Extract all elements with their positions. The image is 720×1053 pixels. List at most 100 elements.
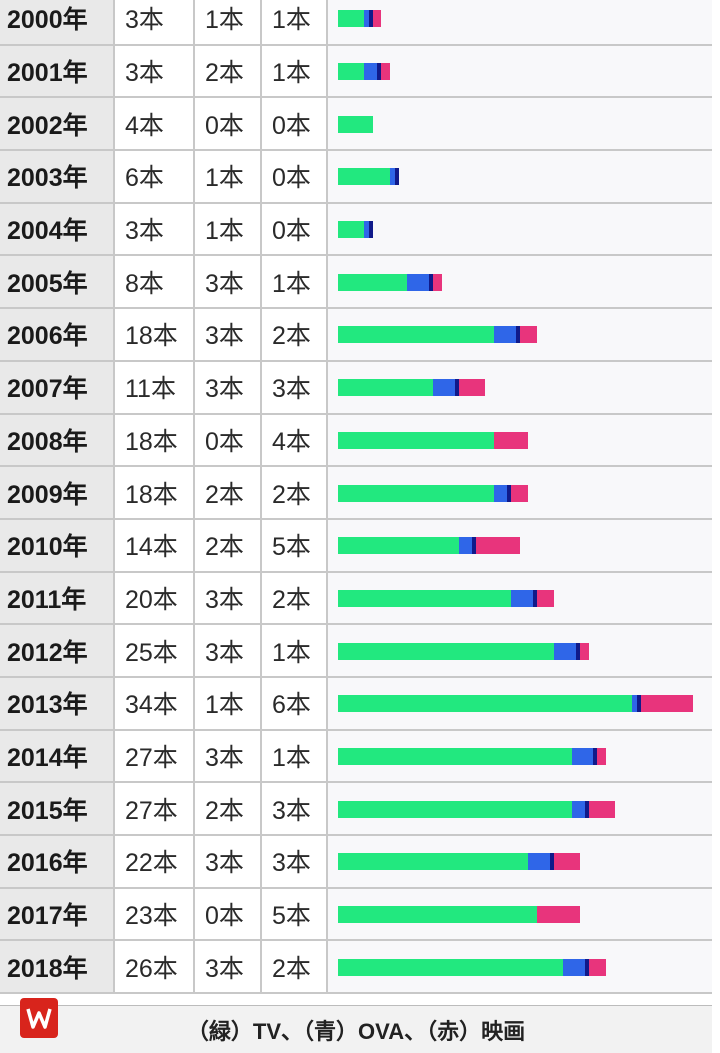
tv-count-cell: 6本 [115,151,195,202]
tv-count-cell: 26本 [115,941,195,993]
bar-segment-ova [363,63,378,81]
year-cell: 2012年 [0,625,115,676]
year-cell: 2003年 [0,151,115,202]
bar-segment-tv [338,906,537,924]
ova-count-cell: 2本 [195,783,262,834]
bar-cell [328,361,712,413]
bar-cell [328,414,712,466]
ova-count-cell: 2本 [195,467,262,518]
year-cell: 2018年 [0,941,115,993]
bar-segment-divider [368,10,373,28]
tv-count-cell: 11本 [115,361,195,413]
bar-segment-tv [338,10,364,28]
tv-count-cell: 25本 [115,625,195,676]
stacked-bar [338,642,589,660]
ova-count-cell: 1本 [195,203,262,255]
year-cell: 2000年 [0,0,115,44]
bar-segment-tv [338,642,555,660]
table-row: 2016年 22本 3本 3本 [0,836,712,889]
tv-count-cell: 18本 [115,414,195,466]
bar-segment-tv [338,431,494,449]
bar-cell [328,0,712,44]
bar-segment-movie [519,326,537,344]
table-row: 2012年 25本 3本 1本 [0,625,712,678]
stacked-bar [338,326,537,344]
bar-segment-divider [472,537,477,555]
movie-count-cell: 1本 [262,256,328,308]
movie-count-cell: 2本 [262,572,328,624]
tv-count-cell: 20本 [115,572,195,624]
year-cell: 2017年 [0,888,115,940]
movie-count-cell: 0本 [262,151,328,202]
bar-cell [328,467,712,518]
stacked-bar [338,958,607,976]
bar-segment-ova [632,695,637,713]
stacked-bar [338,379,486,397]
table-row: 2008年 18本 0本 4本 [0,414,712,468]
movie-count-cell: 2本 [262,309,328,360]
bar-segment-ova [511,589,533,607]
watermark-logo [20,998,58,1038]
movie-count-cell: 4本 [262,414,328,466]
stacked-bar [338,800,615,818]
stacked-bar [338,484,529,502]
bar-segment-tv [338,326,494,344]
stacked-bar [338,589,555,607]
bar-segment-divider [584,958,589,976]
stacked-bar [338,906,581,924]
table-row: 2001年 3本 2本 1本 [0,45,712,99]
bar-segment-tv [338,63,364,81]
ova-count-cell: 3本 [195,836,262,887]
bar-segment-movie [433,273,442,291]
tv-count-cell: 23本 [115,888,195,940]
bar-segment-divider [455,379,460,397]
bar-segment-divider [532,589,537,607]
bar-segment-tv [338,589,511,607]
bar-segment-tv [338,221,364,239]
bar-segment-divider [515,326,520,344]
bar-segment-movie [597,747,607,765]
stacked-bar [338,695,693,713]
tv-count-cell: 3本 [115,0,195,44]
ova-count-cell: 3本 [195,572,262,624]
movie-count-cell: 0本 [262,98,328,150]
table-row: 2006年 18本 3本 2本 [0,309,712,362]
year-cell: 2016年 [0,836,115,887]
bar-cell [328,730,712,782]
bar-segment-ova [493,484,507,502]
movie-count-cell: 3本 [262,783,328,834]
bar-segment-ova [433,379,456,397]
bar-cell [328,625,712,676]
tv-count-cell: 3本 [115,203,195,255]
table-row: 2014年 27本 3本 1本 [0,730,712,784]
year-cell: 2007年 [0,361,115,413]
bar-segment-divider [506,484,511,502]
year-cell: 2005年 [0,256,115,308]
movie-count-cell: 2本 [262,941,328,993]
bar-segment-tv [338,484,494,502]
movie-count-cell: 5本 [262,519,328,571]
bar-segment-ova [363,221,369,239]
year-cell: 2011年 [0,572,115,624]
bar-segment-movie [381,63,390,81]
bar-segment-movie [372,10,382,28]
bar-segment-ova [528,853,551,871]
table-row: 2003年 6本 1本 0本 [0,151,712,204]
ova-count-cell: 3本 [195,256,262,308]
movie-count-cell: 3本 [262,836,328,887]
table-row: 2011年 20本 3本 2本 [0,572,712,626]
year-cell: 2014年 [0,730,115,782]
ova-count-cell: 0本 [195,98,262,150]
bar-segment-divider [593,747,598,765]
movie-count-cell: 5本 [262,888,328,940]
bar-segment-ova [459,537,473,555]
stacked-bar [338,115,373,133]
bar-segment-tv [338,695,633,713]
table-row: 2009年 18本 2本 2本 [0,467,712,520]
tv-count-cell: 18本 [115,309,195,360]
year-cell: 2009年 [0,467,115,518]
bar-cell [328,45,712,97]
tv-count-cell: 3本 [115,45,195,97]
bar-segment-movie [536,906,581,924]
bar-segment-tv [338,747,572,765]
